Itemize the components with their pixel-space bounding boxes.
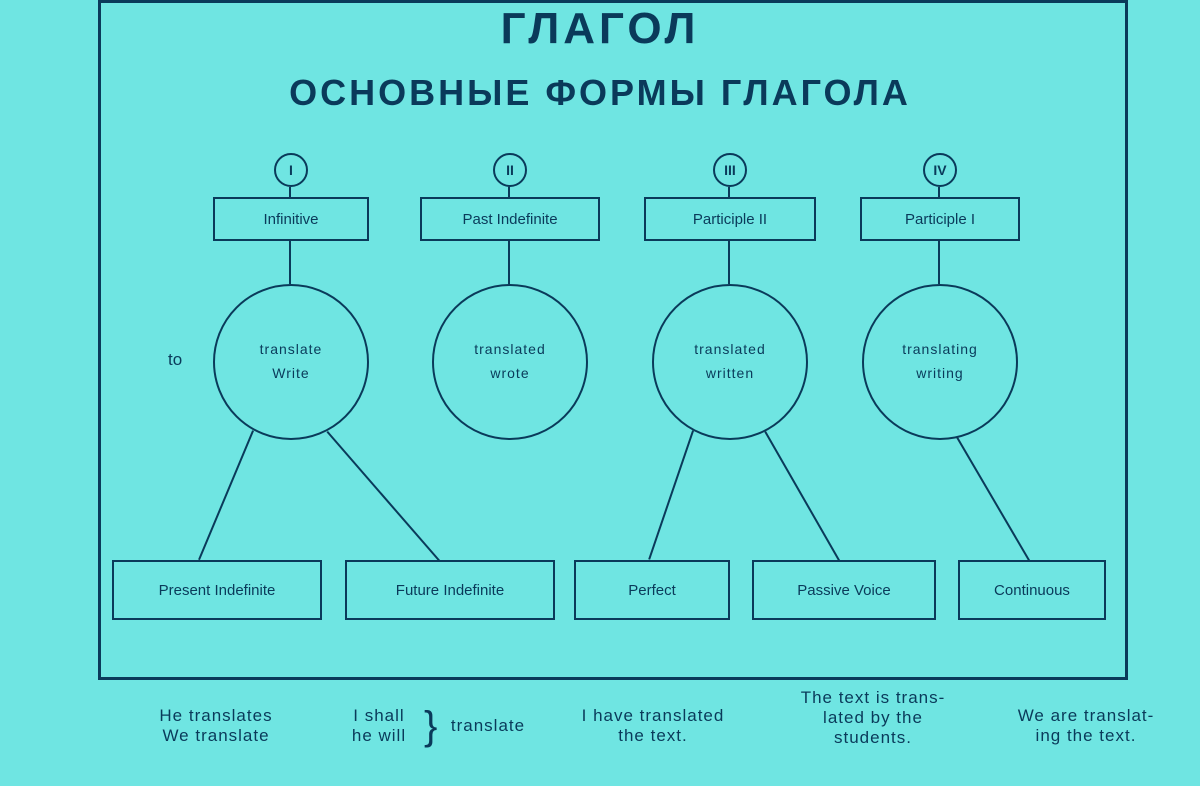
header-box-4: Participle I [860,197,1020,241]
tense-box-2: Future Indefinite [345,560,555,620]
roman-numeral-3: III [713,153,747,187]
example-text-1: He translates We translate [120,706,312,746]
connector-1 [508,187,510,197]
example-text-4: I have translated the text. [548,706,758,746]
connector-5 [508,241,510,284]
verb-form-circle-2: translated wrote [432,284,588,440]
connector-0 [289,187,291,197]
connector-4 [289,241,291,284]
connector-6 [728,241,730,284]
tense-box-1: Present Indefinite [112,560,322,620]
connector-3 [938,187,940,197]
verb-form-circle-1: translate Write [213,284,369,440]
header-box-3: Participle II [644,197,816,241]
to-label: to [168,350,182,370]
roman-numeral-1: I [274,153,308,187]
brace-icon: } [424,706,437,746]
page-subtitle: ОСНОВНЫЕ ФОРМЫ ГЛАГОЛА [0,72,1200,114]
page-title: ГЛАГОЛ [0,4,1200,54]
roman-numeral-4: IV [923,153,957,187]
example-text-2: I shall he will [332,706,426,746]
header-box-1: Infinitive [213,197,369,241]
verb-form-circle-4: translating writing [862,284,1018,440]
verb-form-circle-3: translated written [652,284,808,440]
tense-box-4: Passive Voice [752,560,936,620]
connector-2 [728,187,730,197]
header-box-2: Past Indefinite [420,197,600,241]
example-text-3: translate [438,716,538,736]
example-text-6: We are translat- ing the text. [988,706,1184,746]
tense-box-3: Perfect [574,560,730,620]
roman-numeral-2: II [493,153,527,187]
example-text-5: The text is trans- lated by the students… [768,688,978,748]
connector-7 [938,241,940,284]
tense-box-5: Continuous [958,560,1106,620]
